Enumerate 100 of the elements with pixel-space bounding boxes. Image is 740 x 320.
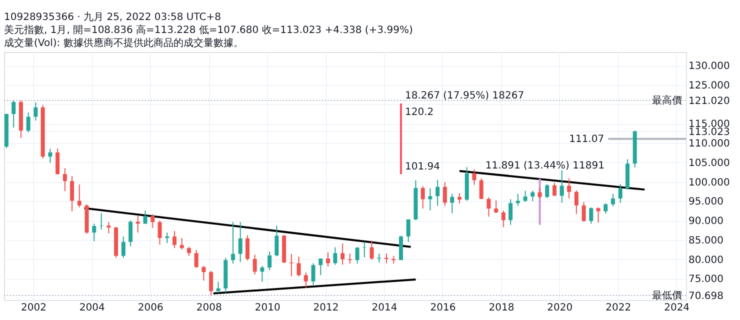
candlestick: [128, 220, 133, 248]
annotation: 101.94: [404, 161, 440, 172]
candlestick: [494, 200, 498, 214]
candlestick: [436, 179, 440, 206]
candlestick: [574, 190, 578, 214]
candlestick: [582, 201, 586, 222]
candlestick: [442, 182, 447, 206]
y-tick-label: 90.000: [688, 216, 724, 228]
y-tick-label: 121.020: [688, 96, 730, 107]
x-tick-label: 2014: [372, 302, 398, 314]
candlestick: [268, 251, 272, 271]
candlestick: [567, 178, 572, 199]
candlestick: [56, 148, 60, 176]
x-tick-label: 2006: [138, 302, 164, 314]
candlestick: [296, 256, 301, 277]
candlestick: [274, 225, 279, 257]
x-tick-label: 2024: [664, 302, 690, 314]
candlestick: [552, 182, 556, 196]
candlestick: [99, 212, 104, 230]
candlestick: [355, 246, 360, 264]
candlestick: [472, 168, 476, 186]
candlestick: [202, 265, 206, 282]
candlestick: [304, 272, 308, 288]
candlestick: [398, 235, 403, 261]
y-tick-label: 95.000: [688, 196, 724, 208]
candlestick: [260, 265, 264, 282]
candlestick: [340, 242, 345, 266]
y-tick-label: 125.000: [688, 80, 730, 92]
candlestick: [143, 210, 148, 225]
candlestick: [121, 236, 126, 258]
candlestick: [216, 281, 220, 294]
candlestick: [311, 262, 316, 286]
candlestick: [406, 218, 410, 242]
annotation: 120.2: [404, 106, 434, 118]
candlestick: [618, 184, 622, 204]
candlestick: [106, 222, 111, 234]
candlestick: [326, 252, 330, 268]
candlestick: [333, 246, 338, 266]
candlestick: [501, 210, 506, 228]
candlestick: [230, 222, 235, 264]
y-tick-label: 80.000: [688, 254, 724, 266]
x-tick-label: 2022: [606, 302, 632, 314]
text: 10928935366 · 九月 25, 2022 03:58 UTC+8: [4, 11, 221, 23]
candlestick: [523, 190, 528, 202]
candlestick: [245, 234, 250, 261]
candlestick: [370, 240, 374, 260]
candlestick: [12, 100, 16, 128]
candlestick: [318, 258, 323, 276]
candlestick: [92, 223, 96, 242]
candlestick: [508, 198, 513, 226]
ref-line-label: 最高價: [652, 94, 682, 106]
candlestick: [530, 190, 535, 202]
candlestick: [589, 206, 594, 224]
y-tick-label: 110.000: [688, 138, 730, 150]
candlestick: [194, 250, 198, 268]
candlestick: [150, 214, 155, 228]
x-tick-label: 2002: [20, 302, 46, 314]
y-tick-label: 85.000: [688, 235, 724, 246]
x-tick-label: 2018: [488, 302, 514, 314]
candlestick: [596, 206, 600, 223]
x-tick-label: 2010: [254, 302, 280, 314]
candlestick: [238, 222, 242, 263]
candlestick: [158, 220, 162, 246]
y-tick-label: 100.000: [688, 177, 730, 188]
y-tick-label: 75.000: [688, 274, 724, 286]
candlestick: [70, 176, 74, 212]
y-tick-label: 130.000: [688, 61, 730, 72]
x-tick-label: 2020: [547, 302, 573, 314]
x-tick-label: 2004: [79, 302, 105, 314]
x-tick-label: 2016: [430, 302, 456, 314]
x-tick-label: 2008: [196, 302, 222, 314]
annotation: 18.267 (17.95%) 18267: [404, 90, 524, 102]
candlestick: [34, 102, 38, 122]
candlestick: [545, 184, 550, 199]
candlestick: [457, 192, 462, 204]
annotation: 11.891 (13.44%) 11891: [485, 160, 604, 172]
candlestick: [450, 193, 454, 214]
candlestick: [428, 188, 432, 211]
candlestick: [252, 254, 257, 275]
x-tick-label: 2012: [313, 302, 339, 314]
candlestick: [26, 112, 30, 133]
candlestick: [48, 148, 52, 164]
candlestick: [180, 238, 184, 250]
candlestick: [165, 232, 170, 244]
annotation: 111.07: [569, 134, 604, 145]
y-tick-label: 70.698: [688, 290, 724, 302]
candlestick: [62, 168, 67, 192]
candlestick: [538, 188, 542, 199]
ref-line-label: 最低價: [652, 290, 682, 302]
candlestick: [560, 170, 564, 204]
candlestick: [420, 186, 425, 210]
chart-title: 美元指數, 1月, 開=108.836 高=113.228 低=107.680 收=113.023 +4.338 (+3.99%): [4, 24, 413, 36]
candlestick: [172, 230, 176, 249]
candlestick: [77, 184, 82, 208]
y-tick-label: 105.000: [688, 158, 730, 169]
candlestick: [604, 202, 608, 214]
candlestick: [209, 270, 214, 296]
candlestick: [136, 215, 140, 234]
candlestick: [486, 196, 491, 218]
chart-subtitle: 成交量(Vol): 數據供應商不提供此商品的成交量數據。: [4, 37, 244, 49]
